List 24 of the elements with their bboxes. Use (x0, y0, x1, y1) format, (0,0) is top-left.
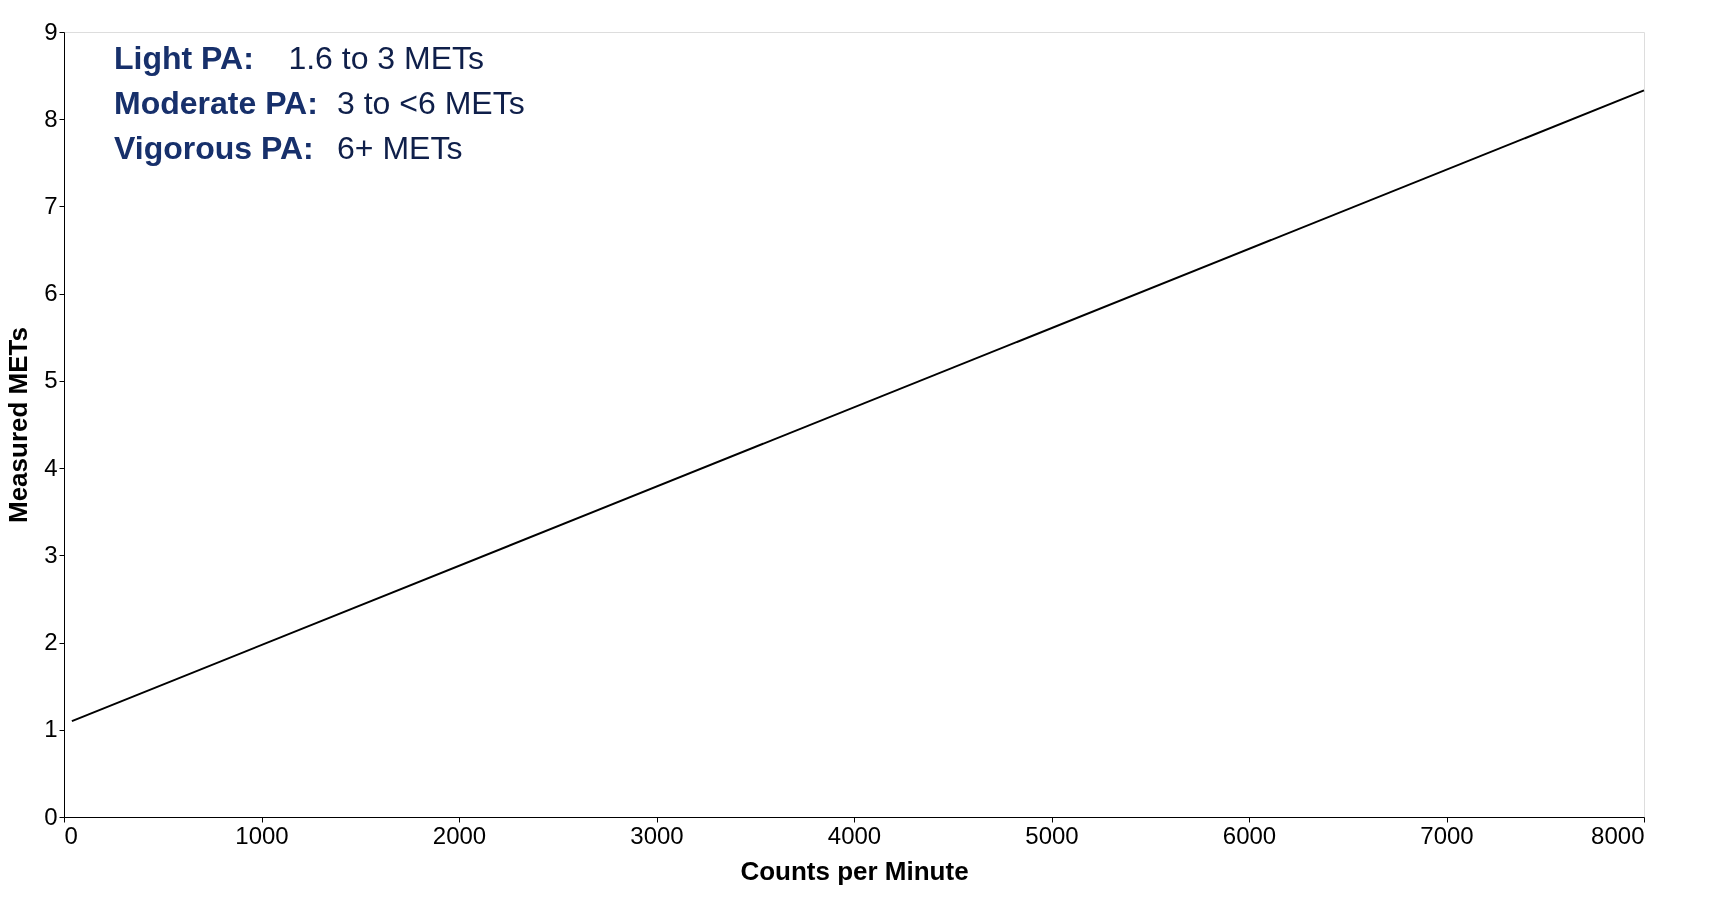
y-tick-label: 5 (44, 366, 58, 394)
y-tick-label: 1 (44, 715, 58, 743)
annotation: Moderate PA: 3 to <6 METs (114, 85, 525, 121)
y-tick-label: 8 (44, 104, 58, 132)
x-tick-label: 7000 (1420, 821, 1474, 849)
y-tick-label: 2 (44, 628, 58, 656)
y-tick-label: 6 (44, 279, 58, 307)
x-tick-label: 2000 (432, 821, 487, 849)
x-tick-label: 1000 (235, 821, 289, 849)
y-tick-label: 9 (44, 17, 58, 45)
y-tick-label: 0 (44, 802, 58, 830)
y-tick-label: 4 (44, 453, 58, 481)
x-axis-title: Counts per Minute (740, 855, 969, 886)
annotation: Vigorous PA: 6+ METs (114, 130, 463, 166)
y-axis-title: Measured METs (3, 326, 34, 524)
x-tick-label: 6000 (1222, 821, 1277, 849)
x-tick-label: 4000 (827, 821, 882, 849)
x-tick-label: 5000 (1025, 821, 1079, 849)
annotation: Light PA: 1.6 to 3 METs (114, 40, 485, 76)
y-tick-label: 7 (44, 191, 58, 219)
x-tick-label: 8000 (1591, 821, 1645, 849)
x-tick-label: 3000 (630, 821, 684, 849)
x-tick-label: 0 (64, 821, 78, 849)
y-tick-label: 3 (44, 540, 58, 568)
